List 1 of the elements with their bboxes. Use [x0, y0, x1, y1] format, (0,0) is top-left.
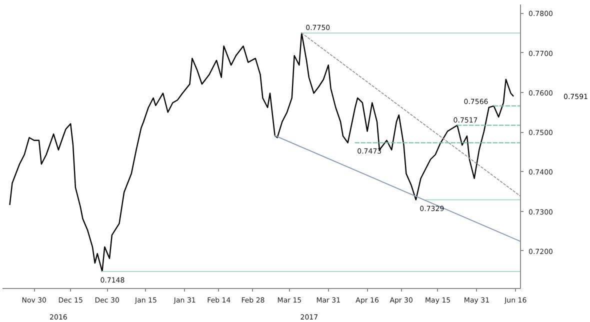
line-series: [9, 32, 514, 272]
